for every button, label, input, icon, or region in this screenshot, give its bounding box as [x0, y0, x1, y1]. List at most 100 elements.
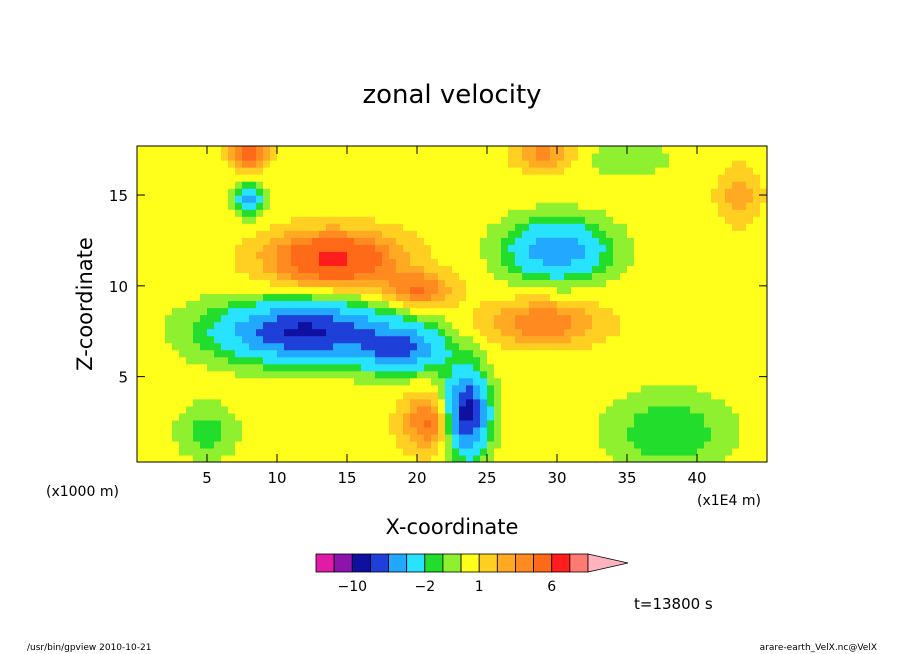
heatmap-cell: [662, 349, 670, 358]
heatmap-cell: [256, 251, 264, 259]
heatmap-cell: [760, 202, 767, 210]
heatmap-cell: [578, 230, 586, 238]
heatmap-cell: [599, 188, 607, 196]
heatmap-cell: [487, 384, 495, 393]
heatmap-cell: [382, 258, 390, 266]
heatmap-cell: [627, 349, 635, 358]
heatmap-cell: [550, 363, 558, 372]
heatmap-cell: [564, 349, 572, 358]
heatmap-cell: [753, 272, 761, 281]
heatmap-cell: [235, 195, 243, 203]
heatmap-cell: [669, 300, 677, 309]
heatmap-cell: [228, 153, 236, 161]
heatmap-cell: [480, 258, 488, 266]
heatmap-cell: [704, 195, 712, 203]
heatmap-cell: [333, 328, 341, 337]
heatmap-cell: [165, 356, 173, 365]
heatmap-cell: [515, 188, 523, 196]
heatmap-cell: [291, 426, 299, 435]
heatmap-cell: [172, 391, 180, 400]
heatmap-cell: [550, 223, 558, 231]
heatmap-cell: [501, 419, 509, 428]
colorbar-swatch: [496, 553, 516, 573]
heatmap-cell: [263, 153, 271, 161]
heatmap-cell: [417, 433, 425, 442]
heatmap-cell: [249, 209, 257, 217]
heatmap-cell: [669, 328, 677, 337]
heatmap-cell: [438, 405, 446, 414]
heatmap-cell: [641, 363, 649, 372]
heatmap-cell: [333, 286, 341, 295]
heatmap-cell: [564, 244, 572, 252]
heatmap-cell: [340, 251, 348, 259]
heatmap-cell: [354, 335, 362, 344]
heatmap-cell: [193, 272, 201, 281]
heatmap-cell: [256, 244, 264, 252]
heatmap-cell: [655, 181, 663, 189]
heatmap-cell: [172, 307, 180, 316]
heatmap-cell: [452, 272, 460, 281]
heatmap-cell: [564, 293, 572, 302]
heatmap-cell: [144, 405, 152, 414]
heatmap-cell: [417, 405, 425, 414]
heatmap-cell: [221, 188, 229, 196]
x-axis-label: X-coordinate: [386, 515, 519, 539]
heatmap-cell: [515, 356, 523, 365]
heatmap-cell: [627, 146, 635, 154]
heatmap-cell: [725, 181, 733, 189]
heatmap-cell: [529, 426, 537, 435]
heatmap-cell: [613, 440, 621, 449]
heatmap-cell: [704, 398, 712, 407]
heatmap-cell: [543, 335, 551, 344]
heatmap-cell: [585, 349, 593, 358]
heatmap-cell: [242, 153, 250, 161]
heatmap-cell: [564, 237, 572, 245]
heatmap-cell: [438, 419, 446, 428]
heatmap-cell: [319, 391, 327, 400]
heatmap-cell: [354, 300, 362, 309]
heatmap-cell: [466, 265, 474, 273]
heatmap-cell: [543, 314, 551, 323]
heatmap-cell: [473, 419, 481, 428]
heatmap-cell: [571, 300, 579, 309]
heatmap-cell: [375, 174, 383, 182]
heatmap-cell: [403, 426, 411, 435]
heatmap-cell: [704, 146, 712, 154]
heatmap-cell: [431, 321, 439, 330]
heatmap-cell: [543, 216, 551, 224]
heatmap-cell: [732, 181, 740, 189]
heatmap-cell: [746, 272, 754, 281]
heatmap-cell: [522, 230, 530, 238]
heatmap-cell: [242, 321, 250, 330]
heatmap-cell: [746, 335, 754, 344]
heatmap-cell: [270, 279, 278, 288]
heatmap-cell: [753, 454, 761, 462]
heatmap-cell: [599, 223, 607, 231]
heatmap-cell: [480, 349, 488, 358]
heatmap-cell: [319, 342, 327, 351]
heatmap-cell: [753, 160, 761, 168]
heatmap-cell: [389, 419, 397, 428]
heatmap-cell: [431, 188, 439, 196]
heatmap-cell: [669, 265, 677, 273]
heatmap-cell: [599, 349, 607, 358]
heatmap-cell: [718, 384, 726, 393]
colorbar-swatch: [369, 553, 389, 573]
heatmap-cell: [627, 244, 635, 252]
heatmap-cell: [634, 454, 642, 462]
heatmap-cell: [753, 216, 761, 224]
heatmap-cell: [669, 447, 677, 456]
heatmap-cell: [382, 433, 390, 442]
heatmap-cell: [417, 237, 425, 245]
heatmap-cell: [242, 384, 250, 393]
heatmap-cell: [445, 356, 453, 365]
heatmap-cell: [200, 314, 208, 323]
heatmap-cell: [340, 335, 348, 344]
heatmap-cell: [522, 188, 530, 196]
heatmap-cell: [690, 258, 698, 266]
heatmap-cell: [396, 202, 404, 210]
heatmap-cell: [508, 167, 516, 175]
heatmap-cell: [487, 279, 495, 288]
heatmap-cell: [466, 279, 474, 288]
heatmap-cell: [585, 160, 593, 168]
